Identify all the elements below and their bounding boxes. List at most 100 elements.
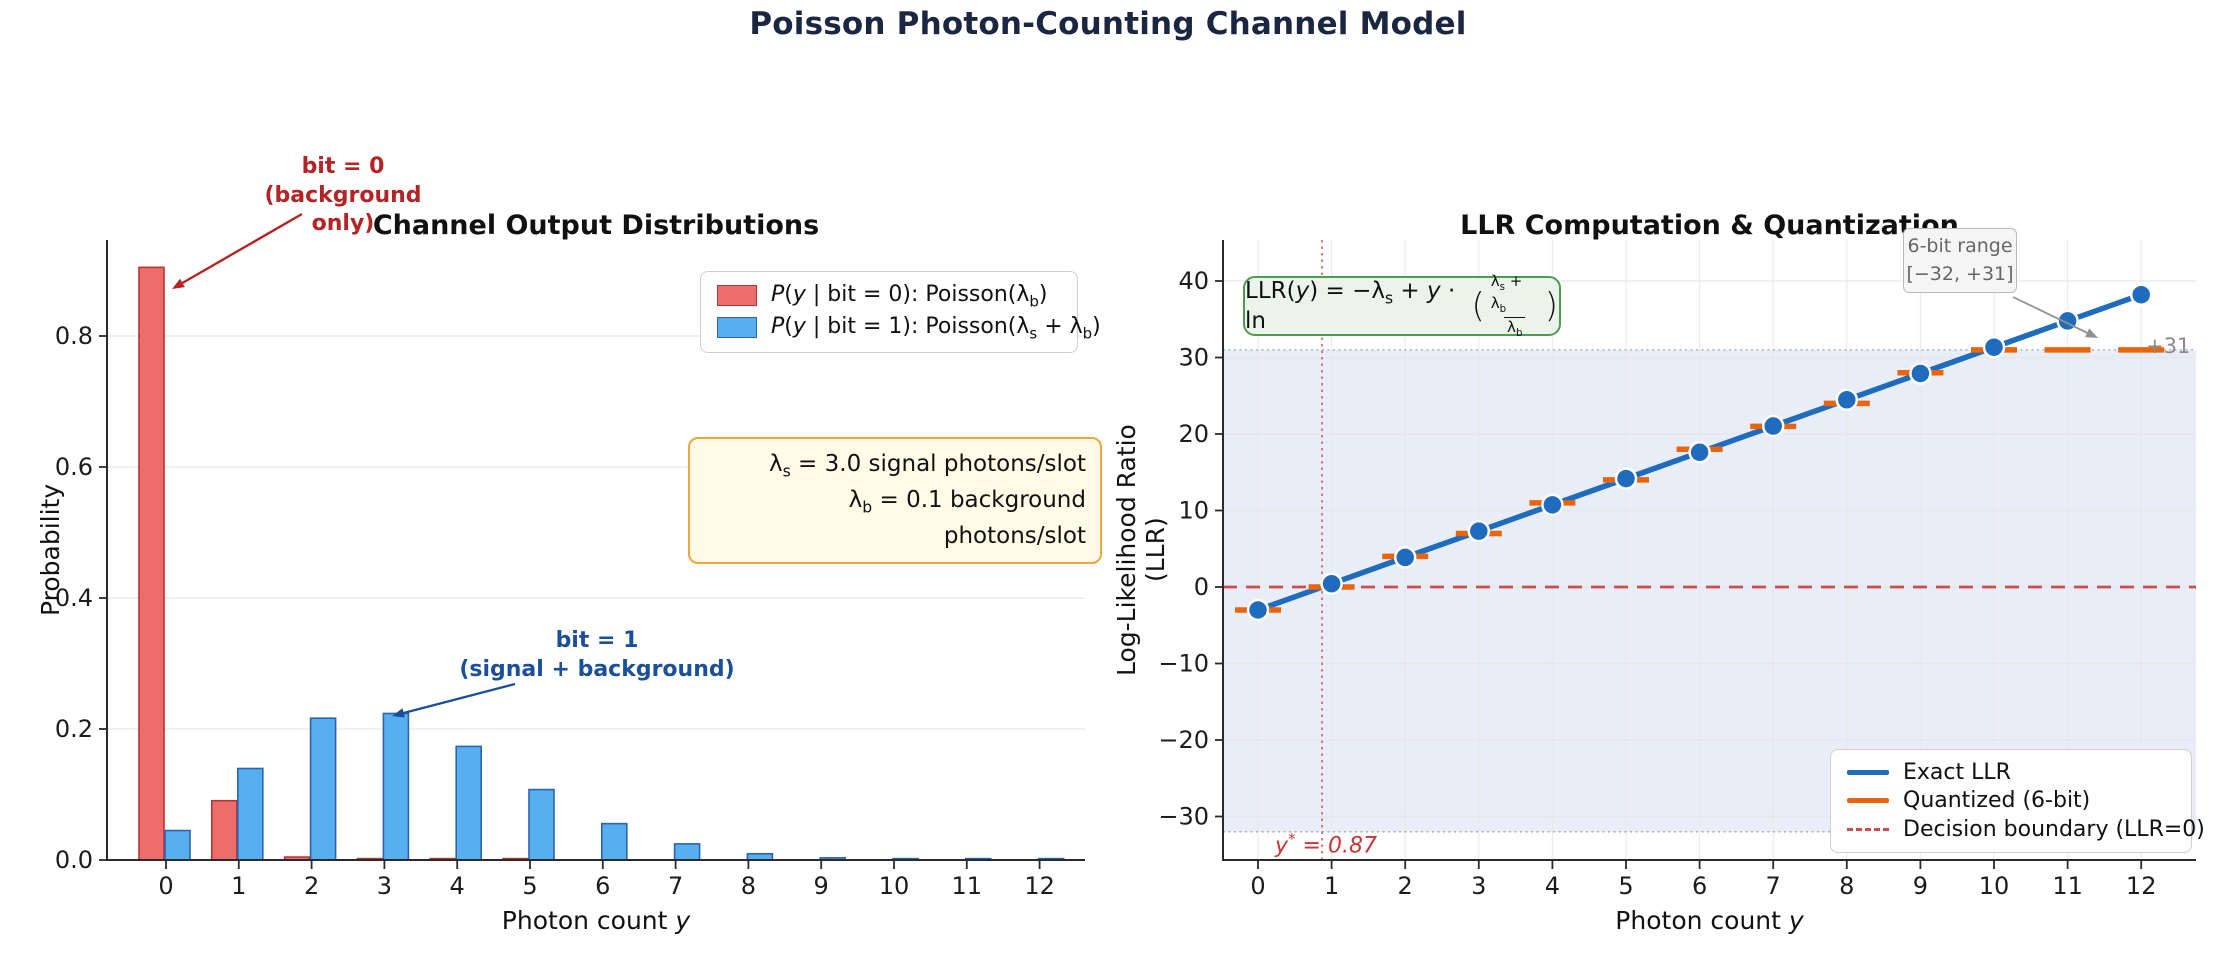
right-y-tick-label: −20 [1158,726,1209,754]
right-legend: Exact LLR Quantized (6-bit) Decision bou… [1830,749,2205,853]
right-x-tick-label: 8 [1839,872,1854,900]
range-callout-arrow-icon [2012,296,2092,336]
legend-entry-bit0: P(y | bit = 0): Poisson(λb) [717,282,1061,310]
left-x-tick-label: 9 [814,872,829,900]
left-x-tick-label: 12 [1024,872,1055,900]
clip-value-label: +31 [2146,334,2191,358]
right-x-tick-label: 11 [2052,872,2083,900]
legend-swatch-bit1 [717,317,757,339]
left-y-tick-label: 0.2 [55,715,93,743]
exact-llr-marker [1246,598,1270,622]
bar-bit1 [455,745,483,861]
legend-label-decision-boundary: Decision boundary (LLR=0) [1903,817,2205,843]
exact-llr-marker [1909,362,1932,385]
left-x-tick-label: 3 [377,872,392,900]
right-x-tick-label: 10 [1979,872,2010,900]
left-x-tick-label: 0 [158,872,173,900]
bar-bit0 [138,266,165,861]
right-x-tick-label: 3 [1471,872,1486,900]
bit0-annotation-line2: (background only) [264,182,422,237]
bar-bit1 [600,822,628,861]
left-y-tick-label: 0.4 [55,584,93,612]
right-x-tick-label: 5 [1618,872,1633,900]
range-callout-arrow-icon-head [2085,328,2098,338]
lambda-b-value: λb = 0.1 background photons/slot [848,487,1086,550]
legend-entry-boundary: Decision boundary (LLR=0) [1847,817,2205,842]
right-y-tick-label: −30 [1158,803,1209,831]
bit1-annotation-arrow-icon [399,682,516,716]
legend-entry-bit1: P(y | bit = 1): Poisson(λs + λb) [717,314,1101,342]
bar-bit1 [237,767,264,861]
bar-bit1 [164,829,191,861]
legend-label-quantized: Quantized (6-bit) [1903,788,2091,814]
llr-formula-box: LLR(y) = −λs + y · ln ( λs + λb λb ) [1243,272,1561,339]
bar-bit1 [673,843,701,861]
legend-label-exact-llr: Exact LLR [1903,759,2011,785]
left-y-axis-label: Probability [36,483,65,617]
right-x-tick-label: 2 [1398,872,1413,900]
bit0-annotation-arrow-icon [178,212,303,287]
figure-title: Poisson Photon-Counting Channel Model [749,6,1467,42]
right-y-tick-label: −10 [1158,650,1209,678]
right-y-tick-label: 10 [1178,497,1209,525]
bit0-annotation: bit = 0 (background only) [238,153,448,239]
left-x-tick-label: 10 [879,872,910,900]
left-y-tick-label: 0.0 [55,846,93,874]
legend-swatch-exact-llr [1847,769,1889,775]
lambda-s-value: λs = 3.0 signal photons/slot [768,451,1086,481]
legend-entry-exact: Exact LLR [1847,760,2175,785]
legend-swatch-decision-boundary [1847,828,1889,832]
decision-threshold-label: y* = 0.87 [1275,830,1377,859]
right-x-axis-label: Photon count y [1615,906,1804,935]
bar-bit1 [528,788,555,861]
legend-swatch-quantized [1847,798,1889,804]
right-x-tick-label: 9 [1913,872,1928,900]
left-x-tick-label: 11 [952,872,983,900]
left-x-axis-label: Photon count y [501,906,691,935]
left-x-tick-label: 1 [231,872,246,900]
formula-open-paren: ( [1471,286,1485,326]
legend-swatch-bit0 [717,285,757,307]
left-x-tick-label: 8 [741,872,756,900]
right-x-tick-label: 1 [1324,872,1339,900]
formula-denominator: λb [1504,316,1526,340]
left-x-tick-label: 5 [522,872,537,900]
exact-llr-marker [1614,467,1638,490]
left-x-tick-label: 6 [595,872,610,900]
left-legend: P(y | bit = 0): Poisson(λb) P(y | bit = … [700,271,1101,353]
exact-llr-marker [1982,335,2006,359]
six-bit-range-line2: [−32, +31] [1906,262,2014,285]
exact-llr-marker [1467,519,1491,543]
bit1-annotation-line1: bit = 1 [555,628,639,653]
left-y-tick-label: 0.6 [55,453,93,481]
right-x-tick-label: 12 [2126,872,2157,900]
exact-llr-marker [1393,546,1417,569]
right-x-tick-label: 4 [1545,872,1560,900]
bit1-annotation-line2: (signal + background) [459,656,735,682]
legend-entry-quantized: Quantized (6-bit) [1847,788,2175,813]
formula-close-paren: ) [1544,286,1558,326]
left-y-tick-label: 0.8 [55,322,93,350]
bit1-annotation: bit = 1 (signal + background) [447,627,747,684]
right-x-tick-label: 0 [1250,872,1265,900]
bit0-annotation-line1: bit = 0 [301,154,385,179]
formula-numerator: λs + λb [1490,272,1523,316]
right-y-tick-label: 30 [1178,344,1209,372]
right-y-tick-label: 0 [1194,573,1209,601]
left-x-tick-label: 2 [304,872,319,900]
right-x-tick-label: 7 [1766,872,1781,900]
left-x-tick-label: 7 [668,872,683,900]
bar-bit0 [211,799,238,861]
bit1-annotation-arrow-icon-head [392,708,405,718]
legend-label-bit0: P(y | bit = 0): Poisson(λb) [771,281,1048,311]
right-y-tick-label: 40 [1178,267,1209,295]
legend-label-bit1: P(y | bit = 1): Poisson(λs + λb) [771,313,1101,343]
formula-fraction: λs + λb λb [1488,272,1542,340]
six-bit-range-callout: 6-bit range [−32, +31] [1903,228,2017,294]
lambda-parameters-box: λs = 3.0 signal photons/slot λb = 0.1 ba… [688,437,1102,564]
exact-llr-marker [1761,414,1785,438]
bit0-annotation-arrow-icon-head [172,278,185,289]
exact-llr-marker [1688,441,1711,464]
exact-llr-marker [1541,493,1564,517]
